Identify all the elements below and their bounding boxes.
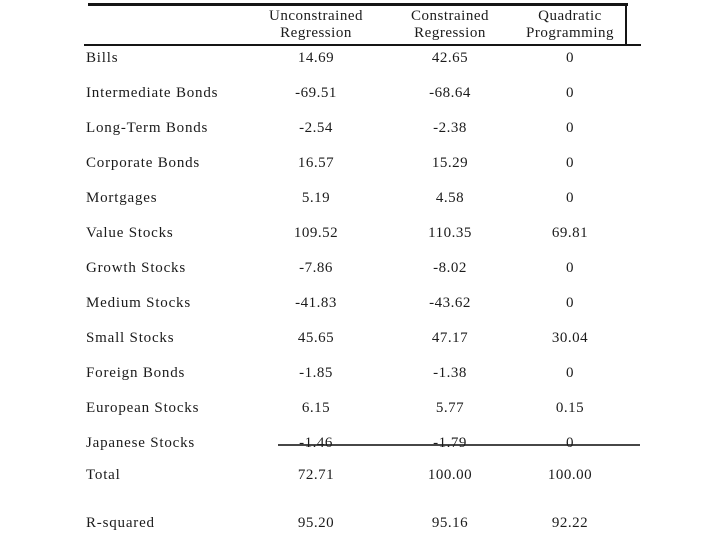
cell-value: -8.02 bbox=[433, 260, 467, 276]
column-header-text: Quadratic bbox=[538, 8, 602, 24]
cell-value: -1.79 bbox=[433, 435, 467, 451]
row-label: Total bbox=[86, 467, 121, 483]
cell-value: 6.15 bbox=[301, 400, 331, 416]
cell-value: -68.64 bbox=[429, 85, 471, 101]
row-label: Bills bbox=[86, 50, 119, 66]
cell-value: -1.38 bbox=[433, 365, 467, 381]
cell-value: -69.51 bbox=[295, 85, 337, 101]
column-header-unconstrained-regression: Unconstrained Regression bbox=[250, 8, 382, 42]
cell-value: 0 bbox=[566, 50, 574, 66]
row-label: Small Stocks bbox=[86, 330, 175, 346]
cell-value: 42.65 bbox=[431, 50, 469, 66]
cell-value: 95.16 bbox=[431, 515, 469, 531]
row-label: Japanese Stocks bbox=[86, 435, 196, 451]
row-label: Value Stocks bbox=[86, 225, 174, 241]
cell-value: 0 bbox=[566, 435, 574, 451]
table-top-rule bbox=[88, 3, 628, 6]
table-row: Long-Term Bonds -2.54 -2.38 0 bbox=[86, 116, 622, 151]
cell-value: 0 bbox=[566, 260, 574, 276]
cell-value: 95.20 bbox=[297, 515, 335, 531]
row-label: Corporate Bonds bbox=[86, 155, 201, 171]
row-label: European Stocks bbox=[86, 400, 200, 416]
cell-value: 47.17 bbox=[431, 330, 469, 346]
row-label: Intermediate Bonds bbox=[86, 85, 219, 101]
table-row: Japanese Stocks -1.46 -1.79 0 bbox=[86, 431, 622, 466]
table-header-row: Unconstrained Regression Constrained Reg… bbox=[86, 8, 622, 42]
cell-value: 0.15 bbox=[555, 400, 585, 416]
cell-value: 0 bbox=[566, 295, 574, 311]
row-label: Medium Stocks bbox=[86, 295, 191, 311]
cell-value: 69.81 bbox=[551, 225, 589, 241]
cell-value: 16.57 bbox=[297, 155, 335, 171]
cell-value: -41.83 bbox=[295, 295, 337, 311]
table-row: Value Stocks 109.52 110.35 69.81 bbox=[86, 221, 622, 256]
table-row: Corporate Bonds 16.57 15.29 0 bbox=[86, 151, 622, 186]
cell-value: -1.46 bbox=[299, 435, 333, 451]
cell-value: 0 bbox=[566, 155, 574, 171]
column-header-text: Unconstrained bbox=[269, 8, 363, 24]
cell-value: -43.62 bbox=[429, 295, 471, 311]
r-squared-row: R-squared 95.20 95.16 92.22 bbox=[86, 511, 622, 532]
table-row: Growth Stocks -7.86 -8.02 0 bbox=[86, 256, 622, 291]
cell-value: 0 bbox=[566, 190, 574, 206]
cell-value: -7.86 bbox=[299, 260, 333, 276]
total-row: Total 72.71 100.00 100.00 bbox=[86, 466, 622, 484]
column-header-text: Regression bbox=[280, 25, 352, 41]
cell-value: 15.29 bbox=[431, 155, 469, 171]
row-label: Long-Term Bonds bbox=[86, 120, 209, 136]
table-right-border bbox=[625, 3, 627, 46]
row-label: Foreign Bonds bbox=[86, 365, 186, 381]
cell-value: 5.19 bbox=[301, 190, 331, 206]
cell-value: 0 bbox=[566, 365, 574, 381]
row-label: Mortgages bbox=[86, 190, 158, 206]
cell-value: 4.58 bbox=[435, 190, 465, 206]
cell-value: 72.71 bbox=[297, 467, 335, 483]
column-header-text: Programming bbox=[526, 25, 614, 41]
header-bottom-rule bbox=[84, 44, 641, 46]
table-body: Bills 14.69 42.65 0 Intermediate Bonds -… bbox=[86, 46, 622, 466]
column-header-text: Regression bbox=[414, 25, 486, 41]
cell-value: 45.65 bbox=[297, 330, 335, 346]
column-header-quadratic-programming: Quadratic Programming bbox=[518, 8, 622, 42]
cell-value: 5.77 bbox=[435, 400, 465, 416]
row-label: Growth Stocks bbox=[86, 260, 186, 276]
cell-value: 109.52 bbox=[293, 225, 339, 241]
header-spacer bbox=[86, 8, 250, 42]
cell-value: -2.38 bbox=[433, 120, 467, 136]
cell-value: -2.54 bbox=[299, 120, 333, 136]
table-row: Mortgages 5.19 4.58 0 bbox=[86, 186, 622, 221]
total-separator-rule bbox=[278, 444, 640, 446]
column-header-text: Constrained bbox=[411, 8, 489, 24]
cell-value: 0 bbox=[566, 120, 574, 136]
cell-value: 30.04 bbox=[551, 330, 589, 346]
cell-value: 14.69 bbox=[297, 50, 335, 66]
cell-value: 0 bbox=[566, 85, 574, 101]
cell-value: -1.85 bbox=[299, 365, 333, 381]
table-row: Bills 14.69 42.65 0 bbox=[86, 46, 622, 81]
cell-value: 100.00 bbox=[547, 467, 593, 483]
table-row: Foreign Bonds -1.85 -1.38 0 bbox=[86, 361, 622, 396]
cell-value: 92.22 bbox=[551, 515, 589, 531]
table-row: Small Stocks 45.65 47.17 30.04 bbox=[86, 326, 622, 361]
cell-value: 100.00 bbox=[427, 467, 473, 483]
row-label: R-squared bbox=[86, 515, 155, 531]
cell-value: 110.35 bbox=[428, 225, 472, 241]
column-header-constrained-regression: Constrained Regression bbox=[382, 8, 518, 42]
table-row: Intermediate Bonds -69.51 -68.64 0 bbox=[86, 81, 622, 116]
table-row: Medium Stocks -41.83 -43.62 0 bbox=[86, 291, 622, 326]
table-row: European Stocks 6.15 5.77 0.15 bbox=[86, 396, 622, 431]
